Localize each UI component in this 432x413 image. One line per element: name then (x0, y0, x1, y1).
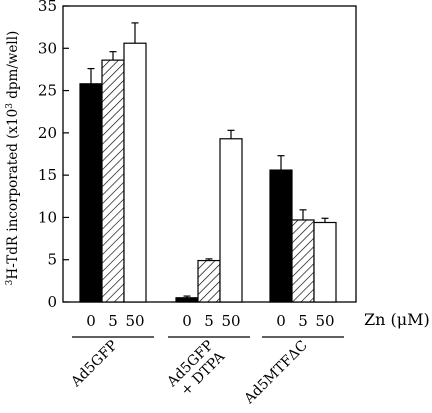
dose-label: 5 (204, 312, 214, 330)
y-axis-title-tail: dpm/well) (5, 31, 21, 103)
group-label: Ad5GFP (68, 338, 121, 391)
bar (219, 138, 243, 303)
bar (123, 42, 147, 303)
y-tick-label: 0 (47, 293, 57, 311)
x-unit-label: Zn (μM) (364, 310, 430, 329)
y-axis-title-sup2: 3 (5, 103, 15, 109)
y-axis: 0 5 10 15 20 25 30 35 (38, 0, 69, 311)
dose-label: 5 (108, 312, 118, 330)
y-tick-label: 15 (38, 166, 57, 184)
group-label-line: Ad5GFP (68, 338, 121, 391)
y-axis-title-sup1: 3 (5, 279, 15, 285)
bar (175, 297, 199, 303)
dose-label: 50 (315, 312, 334, 330)
y-tick-label: 10 (38, 208, 57, 226)
y-tick-label: 35 (38, 0, 57, 15)
bars (79, 22, 337, 303)
group-label: Ad5GFP+ DTPA (164, 337, 229, 402)
bar (269, 169, 293, 303)
y-tick-label: 5 (47, 251, 57, 269)
group-label-line: Ad5MTFΔC (241, 338, 311, 408)
y-tick-label: 30 (38, 39, 57, 57)
y-axis-title-main: H-TdR incorporated (x10 (5, 109, 21, 280)
dose-label: 0 (182, 312, 192, 330)
y-tick-label: 20 (38, 124, 57, 142)
bar (291, 219, 315, 303)
dose-label: 0 (276, 312, 286, 330)
bar (197, 259, 221, 303)
dose-label: 50 (125, 312, 144, 330)
y-tick-label: 25 (38, 82, 57, 100)
bar (79, 83, 103, 303)
group-label: Ad5MTFΔC (241, 338, 311, 408)
dose-label: 50 (221, 312, 240, 330)
dose-label: 0 (86, 312, 96, 330)
bar (313, 221, 337, 303)
y-axis-title: 3H-TdR incorporated (x103 dpm/well) (5, 31, 21, 286)
dose-label: 5 (298, 312, 308, 330)
bar (101, 59, 125, 303)
